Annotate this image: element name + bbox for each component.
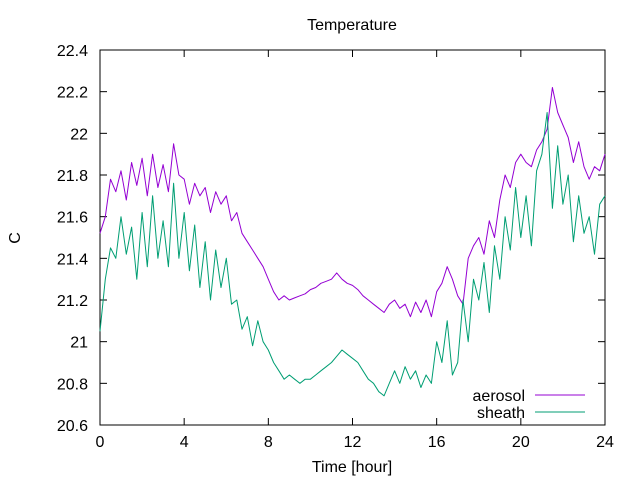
y-tick-label: 22.2 xyxy=(57,85,88,102)
x-tick-label: 16 xyxy=(428,434,446,451)
y-tick-label: 21 xyxy=(70,335,88,352)
y-tick-label: 21.2 xyxy=(57,293,88,310)
chart-title: Temperature xyxy=(307,17,397,34)
series-line-aerosol xyxy=(99,87,606,318)
x-tick-label: 8 xyxy=(264,434,273,451)
series-lines xyxy=(99,87,606,397)
x-tick-label: 20 xyxy=(512,434,530,451)
y-tick-label: 22.4 xyxy=(57,43,88,60)
y-tick-label: 22 xyxy=(70,126,88,143)
x-tick-label: 4 xyxy=(180,434,189,451)
series-line-sheath xyxy=(99,112,606,397)
x-tick-label: 24 xyxy=(596,434,614,451)
legend-label-aerosol: aerosol xyxy=(473,388,525,405)
x-axis-label: Time [hour] xyxy=(312,459,392,476)
y-axis-ticks: 20.6 20.8 21 21.2 21.4 21.6 21.8 22 22.2 22.4 xyxy=(57,43,605,435)
legend-label-sheath: sheath xyxy=(477,405,525,422)
y-axis-label: C xyxy=(7,232,24,244)
y-tick-label: 20.8 xyxy=(57,376,88,393)
y-tick-label: 21.4 xyxy=(57,251,88,268)
plot-area-border xyxy=(99,49,606,426)
x-tick-label: 12 xyxy=(344,434,362,451)
y-tick-label: 20.6 xyxy=(57,418,88,435)
x-tick-label: 0 xyxy=(96,434,105,451)
x-axis-ticks: 0 4 8 12 16 20 24 xyxy=(96,50,614,451)
y-tick-label: 21.8 xyxy=(57,168,88,185)
y-tick-label: 21.6 xyxy=(57,210,88,227)
